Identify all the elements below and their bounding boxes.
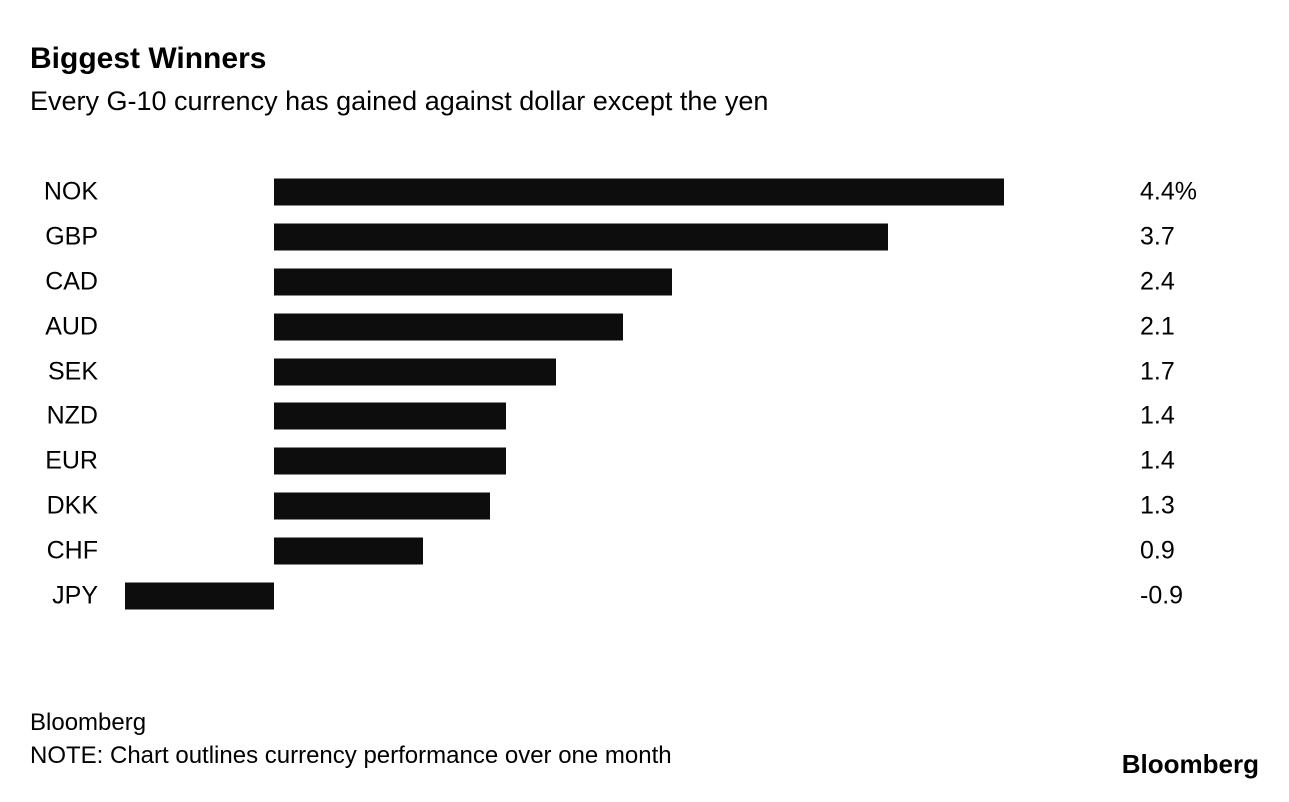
chart-row: AUD 2.1 — [30, 304, 1259, 349]
chart-row: NOK 4.4% — [30, 170, 1259, 215]
bar — [274, 402, 507, 430]
category-label: EUR — [45, 446, 98, 475]
bar — [274, 268, 673, 296]
category-label: CHF — [46, 536, 98, 565]
bar — [274, 358, 557, 386]
chart-row: CHF 0.9 — [30, 528, 1259, 573]
chart-title: Biggest Winners — [30, 42, 267, 75]
category-label: NZD — [46, 401, 98, 430]
category-label: GBP — [45, 222, 98, 251]
chart-row: NZD 1.4 — [30, 394, 1259, 439]
bar — [274, 178, 1005, 206]
bar — [274, 447, 507, 475]
value-label: -0.9 — [1140, 581, 1184, 610]
source-label: Bloomberg — [30, 709, 147, 737]
category-label: SEK — [47, 357, 98, 386]
bar — [124, 582, 274, 610]
bloomberg-logo: Bloomberg — [1121, 749, 1259, 779]
value-label: 2.1 — [1140, 312, 1175, 341]
value-label: 2.4 — [1140, 267, 1175, 296]
bar — [274, 537, 424, 565]
category-label: AUD — [45, 312, 98, 341]
bar — [274, 223, 889, 251]
chart-subtitle: Every G-10 currency has gained against d… — [30, 86, 769, 116]
value-label: 4.4% — [1140, 177, 1197, 206]
category-label: DKK — [46, 491, 98, 520]
value-label: 1.4 — [1140, 446, 1175, 475]
chart-row: SEK 1.7 — [30, 349, 1259, 394]
value-label: 1.7 — [1140, 357, 1175, 386]
bar — [274, 313, 623, 341]
category-label: JPY — [52, 581, 98, 610]
category-label: NOK — [43, 177, 98, 206]
chart-row: GBP 3.7 — [30, 215, 1259, 260]
value-label: 1.4 — [1140, 401, 1175, 430]
note-label: NOTE: Chart outlines currency performanc… — [30, 741, 672, 769]
chart-footer: Bloomberg NOTE: Chart outlines currency … — [30, 707, 1259, 772]
value-label: 3.7 — [1140, 222, 1175, 251]
chart-row: CAD 2.4 — [30, 260, 1259, 305]
chart-row: EUR 1.4 — [30, 439, 1259, 484]
bar-chart: NOK 4.4% GBP 3.7 CAD 2.4 AUD 2.1 SEK 1.7 NZD 1.4 EUR… — [30, 170, 1259, 618]
value-label: 1.3 — [1140, 491, 1175, 520]
chart-row: JPY -0.9 — [30, 573, 1259, 618]
value-label: 0.9 — [1140, 536, 1175, 565]
category-label: CAD — [45, 267, 98, 296]
chart-header: Biggest Winners Every G-10 currency has … — [30, 42, 1259, 117]
bar — [274, 492, 490, 520]
chart-row: DKK 1.3 — [30, 484, 1259, 529]
